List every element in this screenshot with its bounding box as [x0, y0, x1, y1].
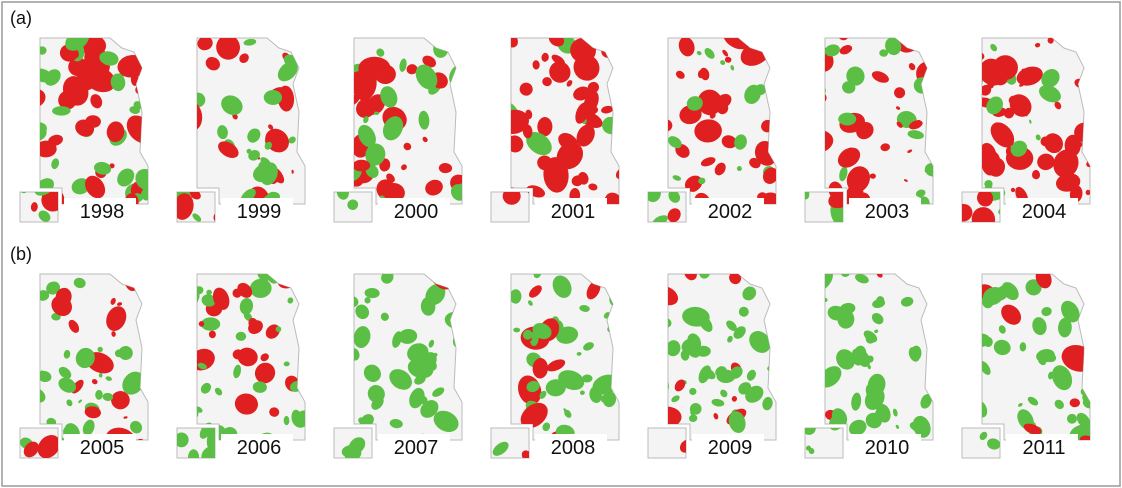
burned-patch: [1065, 135, 1081, 157]
year-label: 1998: [80, 201, 125, 223]
year-label: 2006: [237, 437, 282, 459]
row-label: (a): [10, 8, 32, 28]
year-label: 2001: [551, 201, 596, 223]
year-label: 2000: [394, 201, 439, 223]
year-label: 2003: [865, 201, 910, 223]
year-label: 2008: [551, 437, 596, 459]
map-panel: 2009: [648, 264, 782, 469]
row-label: (b): [10, 244, 32, 264]
year-label: 1999: [237, 201, 282, 223]
year-label: 2009: [708, 437, 753, 459]
year-label: 2010: [865, 437, 910, 459]
year-label: 2002: [708, 201, 753, 223]
recovered-patch: [982, 294, 994, 308]
year-label: 2007: [394, 437, 439, 459]
recovered-patch: [276, 326, 282, 332]
year-label: 2004: [1022, 201, 1067, 223]
year-label: 2005: [80, 437, 125, 459]
year-label: 2011: [1022, 437, 1065, 459]
figure: (a) 1998 1999 2000 2001 2002 2003 2004 (b) 2005 20…: [0, 0, 1122, 488]
